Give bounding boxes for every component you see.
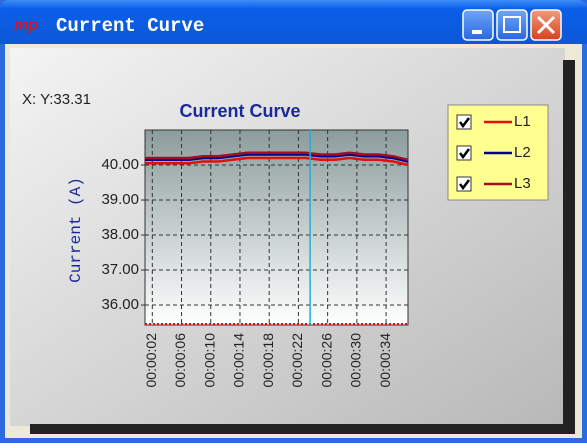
title-bar — [0, 0, 587, 44]
y-tick-label: 36.00 — [101, 296, 139, 313]
x-tick-label: 00:00:30 — [348, 333, 364, 388]
legend-checkbox[interactable] — [456, 176, 472, 192]
legend-label: L2 — [514, 144, 531, 161]
legend-checkbox[interactable] — [456, 114, 472, 130]
legend-check — [459, 148, 470, 160]
legend-check — [459, 117, 470, 129]
chart-title: Current Curve — [179, 101, 300, 121]
x-tick-label: 00:00:18 — [260, 333, 276, 388]
legend-check — [459, 179, 470, 191]
x-tick-label: 00:00:22 — [289, 333, 305, 388]
y-axis-label: Current (A) — [67, 177, 85, 283]
panel-shadow — [563, 60, 575, 432]
legend-label: L3 — [514, 175, 531, 192]
minimize-icon — [472, 30, 482, 34]
y-tick-label: 40.00 — [101, 156, 139, 173]
legend-checkbox[interactable] — [456, 145, 472, 161]
series-line — [145, 151, 409, 162]
maximize-icon — [503, 16, 521, 33]
series-line — [145, 153, 409, 163]
x-tick-label: 00:00:34 — [377, 333, 393, 388]
maximize-button[interactable] — [496, 9, 528, 41]
minimize-button[interactable] — [462, 9, 494, 41]
panel-shadow — [30, 424, 575, 434]
x-tick-label: 00:00:10 — [201, 333, 217, 388]
window-title: Current Curve — [56, 15, 204, 37]
close-icon — [536, 15, 556, 35]
y-tick-label: 37.00 — [101, 261, 139, 278]
x-tick-label: 00:00:02 — [143, 333, 159, 388]
x-tick-label: 00:00:06 — [172, 333, 188, 388]
y-tick-label: 38.00 — [101, 226, 139, 243]
readout: X: Y:33.31 — [22, 91, 91, 108]
app-icon: mp — [14, 17, 38, 34]
series-line — [145, 156, 409, 167]
x-tick-label: 00:00:14 — [231, 333, 247, 388]
y-tick-label: 39.00 — [101, 191, 139, 208]
x-tick-label: 00:00:26 — [318, 333, 334, 388]
legend-label: L1 — [514, 113, 531, 130]
